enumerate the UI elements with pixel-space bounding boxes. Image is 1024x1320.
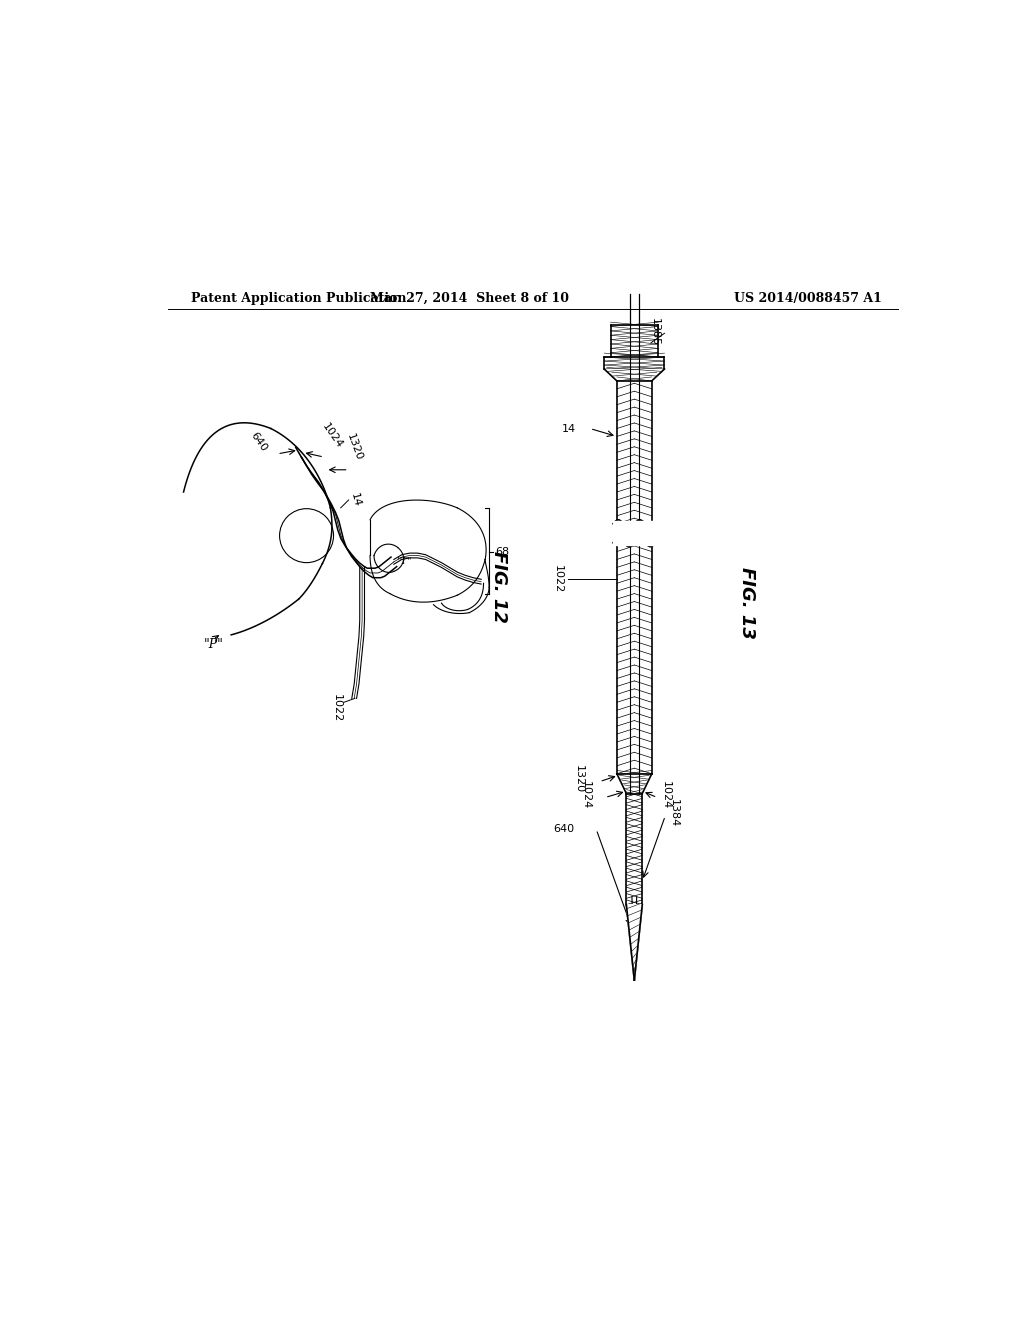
Text: 68: 68 bbox=[496, 546, 510, 557]
Text: 1022: 1022 bbox=[553, 565, 563, 594]
Text: 640: 640 bbox=[554, 824, 574, 834]
Text: FIG. 13: FIG. 13 bbox=[738, 568, 756, 639]
Text: "T": "T" bbox=[396, 557, 412, 565]
Text: Mar. 27, 2014  Sheet 8 of 10: Mar. 27, 2014 Sheet 8 of 10 bbox=[370, 292, 568, 305]
Text: US 2014/0088457 A1: US 2014/0088457 A1 bbox=[734, 292, 882, 305]
Text: 1385: 1385 bbox=[650, 318, 660, 346]
Text: 1022: 1022 bbox=[332, 694, 342, 722]
Text: 1320: 1320 bbox=[345, 432, 364, 462]
Text: 640: 640 bbox=[249, 430, 269, 454]
Text: Patent Application Publication: Patent Application Publication bbox=[191, 292, 407, 305]
Text: 14: 14 bbox=[348, 492, 361, 508]
Text: 1024: 1024 bbox=[581, 781, 591, 809]
Polygon shape bbox=[627, 904, 642, 979]
Text: 1024: 1024 bbox=[319, 422, 344, 450]
Text: 1384: 1384 bbox=[670, 800, 679, 828]
Text: 1320: 1320 bbox=[574, 766, 585, 793]
Text: FIG. 12: FIG. 12 bbox=[490, 552, 508, 623]
Text: 1024: 1024 bbox=[662, 781, 672, 809]
Text: 14: 14 bbox=[562, 424, 577, 433]
Text: "P": "P" bbox=[204, 638, 223, 651]
